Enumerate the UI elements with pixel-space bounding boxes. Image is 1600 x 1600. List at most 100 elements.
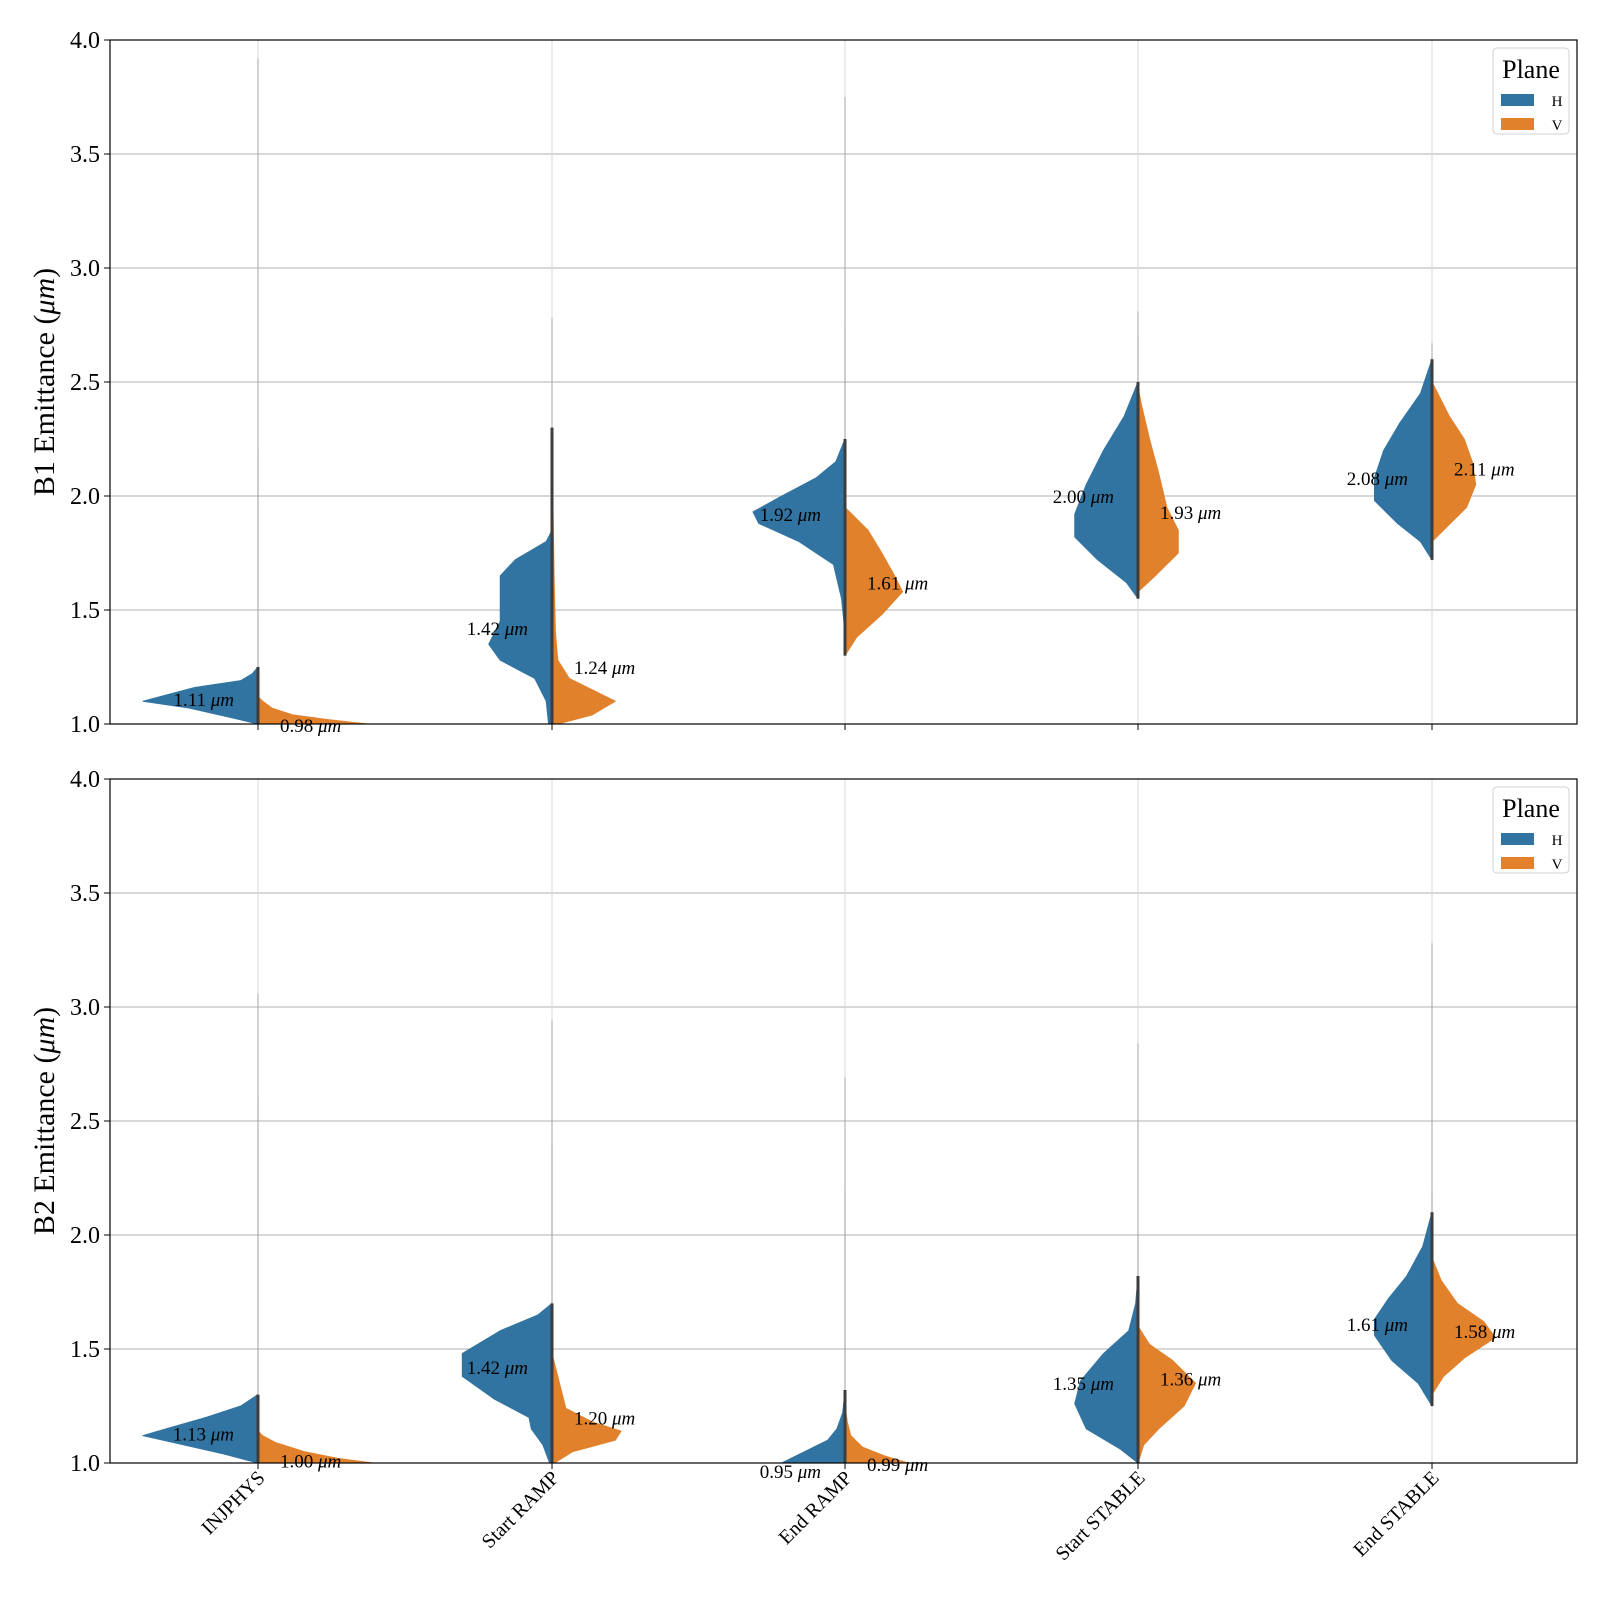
y-axis-unit: μm (28, 1017, 61, 1055)
legend-swatch-h (1501, 94, 1534, 106)
x-tick-label: INJPHYS (197, 1467, 269, 1539)
median-value: 1.92 (760, 505, 793, 526)
y-tick-label: 1.5 (70, 598, 100, 624)
median-label-h: 1.11 μm (173, 690, 234, 711)
median-value: 1.24 (574, 658, 608, 679)
median-label-h: 1.42 μm (467, 619, 528, 640)
median-unit: μm (206, 1424, 234, 1445)
median-unit: μm (793, 1462, 821, 1483)
median-value: 1.11 (173, 690, 206, 711)
median-unit: μm (313, 1452, 341, 1473)
y-tick-label: 1.0 (70, 1451, 100, 1477)
median-label-v: 0.99 μm (867, 1455, 928, 1476)
median-value: 2.11 (1454, 460, 1487, 481)
violin-half-v (1431, 381, 1477, 543)
median-label-v: 0.98 μm (280, 716, 341, 737)
legend-box (1492, 47, 1570, 135)
x-tick-label: Start STABLE (1051, 1467, 1149, 1565)
y-tick-label: 2.0 (70, 484, 100, 510)
median-label-v: 1.58 μm (1454, 1322, 1515, 1343)
legend-label-h: H (1552, 94, 1563, 110)
median-label-v: 1.20 μm (574, 1408, 635, 1429)
violin-half-h (142, 1394, 259, 1463)
median-unit: μm (1193, 503, 1221, 524)
y-tick-label: 2.0 (70, 1223, 100, 1249)
median-value: 1.61 (867, 574, 900, 595)
y-tick-label: 1.0 (70, 712, 100, 738)
median-unit: μm (607, 658, 635, 679)
panel-top: 1.01.52.02.53.03.54.01.11 μm1.42 μm1.92 … (28, 28, 1578, 738)
median-unit: μm (1086, 487, 1114, 508)
median-unit: μm (1487, 1322, 1515, 1343)
axes-frame (109, 39, 1578, 725)
x-tick-label: End STABLE (1349, 1467, 1443, 1561)
legend-title: Plane (1502, 55, 1560, 84)
legend-label-v: V (1552, 118, 1563, 134)
median-label-h: 1.61 μm (1347, 1315, 1408, 1336)
median-unit: μm (1380, 1315, 1408, 1336)
median-value: 0.99 (867, 1455, 900, 1476)
median-unit: μm (206, 690, 234, 711)
median-unit: μm (500, 619, 528, 640)
y-axis-title-text: B1 Emittance ( (28, 315, 61, 497)
plot-area (142, 943, 1496, 1463)
panel-bottom: 1.01.52.02.53.03.54.01.13 μm1.42 μm0.95 … (28, 767, 1578, 1565)
median-value: 1.42 (467, 619, 500, 640)
median-unit: μm (1086, 1374, 1114, 1395)
y-tick-label: 2.5 (70, 370, 100, 396)
median-label-h: 1.13 μm (173, 1424, 234, 1445)
y-axis-paren: ) (28, 1007, 61, 1017)
legend-label-v: V (1552, 857, 1563, 873)
violin-half-h (488, 529, 553, 724)
median-value: 1.36 (1160, 1370, 1193, 1391)
median-unit: μm (500, 1358, 528, 1379)
y-tick-label: 1.5 (70, 1337, 100, 1363)
legend: Plane HV (1492, 786, 1570, 874)
median-label-h: 1.92 μm (760, 505, 821, 526)
y-tick-label: 3.0 (70, 995, 100, 1021)
median-unit: μm (1193, 1370, 1221, 1391)
legend-title: Plane (1502, 794, 1560, 823)
median-label-h: 1.42 μm (467, 1358, 528, 1379)
violin-half-h (142, 666, 259, 724)
median-label-v: 2.11 μm (1454, 460, 1515, 481)
violin-half-h (1074, 381, 1139, 600)
median-value: 0.95 (760, 1462, 793, 1483)
median-label-h: 1.35 μm (1053, 1374, 1114, 1395)
median-unit: μm (900, 1455, 928, 1476)
violin-half-h (1374, 1211, 1433, 1407)
median-value: 1.58 (1454, 1322, 1487, 1343)
y-axis-paren: ) (28, 268, 61, 278)
median-label-h: 2.08 μm (1347, 469, 1408, 490)
median-value: 1.00 (280, 1452, 313, 1473)
median-value: 1.93 (1160, 503, 1193, 524)
y-tick-label: 2.5 (70, 1109, 100, 1135)
median-unit: μm (1380, 469, 1408, 490)
y-tick-label: 4.0 (70, 767, 100, 793)
x-tick-label: Start RAMP (478, 1467, 564, 1553)
median-value: 2.00 (1053, 487, 1086, 508)
plot-area (142, 58, 1477, 724)
legend: Plane HV (1492, 47, 1570, 135)
median-value: 1.35 (1053, 1374, 1086, 1395)
median-value: 1.20 (574, 1408, 607, 1429)
y-axis-title-text: B2 Emittance ( (28, 1054, 61, 1236)
median-label-v: 1.61 μm (867, 574, 928, 595)
violin-half-h (1374, 358, 1433, 561)
y-tick-label: 3.5 (70, 142, 100, 168)
violin-half-h (461, 1302, 553, 1463)
median-unit: μm (607, 1408, 635, 1429)
violin-half-v (551, 1353, 622, 1463)
median-value: 0.98 (280, 716, 313, 737)
legend-box (1492, 786, 1570, 874)
y-axis-title: B2 Emittance (μm) (28, 1007, 61, 1235)
axes-frame (109, 778, 1578, 1464)
median-label-h: 2.00 μm (1053, 487, 1114, 508)
violin-half-v (551, 427, 616, 724)
median-value: 1.13 (173, 1424, 206, 1445)
legend-swatch-v (1501, 118, 1534, 130)
median-value: 1.42 (467, 1358, 500, 1379)
legend-label-h: H (1552, 833, 1563, 849)
median-label-h: 0.95 μm (760, 1462, 821, 1483)
